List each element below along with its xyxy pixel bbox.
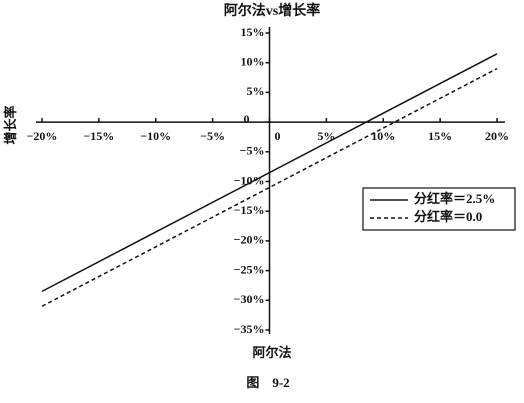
x-tick-label: 0 — [275, 129, 281, 143]
y-tick-label: 10% — [241, 54, 265, 68]
chart-title: 阿尔法vs增长率 — [224, 2, 320, 19]
y-tick-label: 5% — [247, 84, 265, 98]
x-tick-label: −15% — [83, 129, 114, 143]
y-tick-label: −15% — [234, 203, 265, 217]
data-line — [41, 53, 498, 293]
data-line — [41, 67, 498, 307]
x-tick-label: −20% — [27, 129, 58, 143]
x-axis-label: 阿尔法 — [252, 345, 291, 360]
y-tick-label: 15% — [241, 25, 265, 39]
legend-label: 分红率＝0.0 — [414, 209, 482, 224]
x-tick-label: 5% — [317, 129, 335, 143]
y-tick-label: −25% — [234, 262, 265, 276]
caption: 图 9-2 — [246, 375, 289, 390]
legend-box — [362, 187, 516, 231]
y-tick-label: −10% — [234, 173, 265, 187]
x-tick-label: 20% — [485, 129, 509, 143]
x-tick-label: −5% — [200, 129, 225, 143]
y-tick-label: −5% — [240, 144, 265, 158]
y-tick-label: 0 — [244, 112, 250, 126]
y-axis-label: 增长率 — [3, 105, 18, 144]
x-tick-label: 15% — [428, 129, 452, 143]
y-tick-label: −35% — [234, 322, 265, 336]
y-tick-label: −20% — [234, 233, 265, 247]
y-tick-label: −30% — [234, 292, 265, 306]
x-tick-label: 10% — [371, 129, 395, 143]
legend-label: 分红率＝2.5% — [414, 191, 495, 206]
x-tick-label: −10% — [140, 129, 171, 143]
